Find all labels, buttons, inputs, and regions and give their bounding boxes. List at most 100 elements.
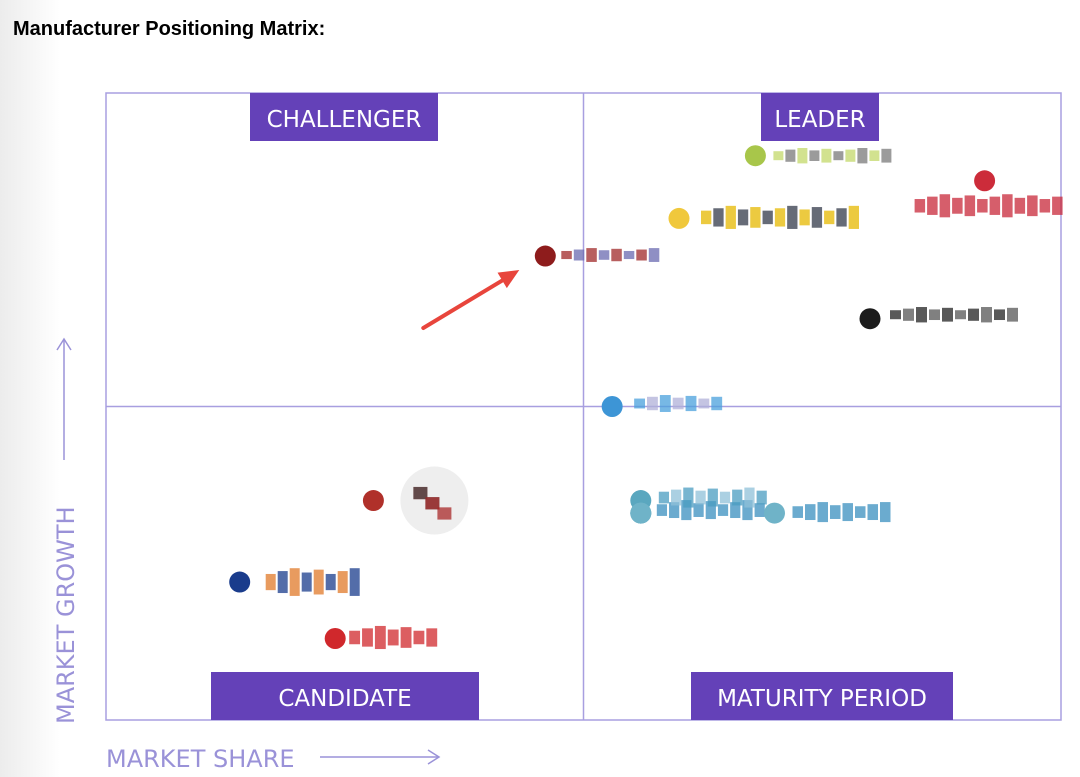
- logo-pixel-block: [964, 195, 976, 217]
- vendor-logo: [914, 194, 1063, 218]
- logo-pixel-block: [799, 209, 810, 226]
- quadrant-label-maturity-period: MATURITY PERIOD: [717, 686, 927, 712]
- quadrant-label-bg-challenger: [250, 93, 438, 141]
- logo-pixel-block: [989, 196, 1001, 215]
- logo-pixel-block: [301, 572, 312, 592]
- vendor-logo: [634, 395, 723, 412]
- logo-pixel-block: [623, 250, 635, 260]
- logo-pixel-block: [693, 503, 704, 517]
- logo-pixel-block: [725, 205, 736, 229]
- logo-pixel-block: [374, 625, 386, 650]
- logo-pixel-block: [289, 568, 300, 596]
- quadrant-label-bg-maturity-period: [691, 672, 953, 720]
- axis-layer: MARKET SHARE MARKET GROWTH: [52, 337, 441, 773]
- logo-pixel-block: [836, 208, 847, 227]
- vendor-logo: [792, 502, 891, 523]
- logo-pixel-block: [797, 148, 808, 164]
- logo-pixel-block: [903, 308, 914, 321]
- logo-pixel-block: [929, 309, 940, 321]
- logo-pixel-block: [981, 307, 992, 323]
- vendor-point: [229, 571, 251, 593]
- logo-pixel-block: [362, 628, 373, 647]
- logo-pixel-block: [792, 506, 803, 518]
- logo-pixel-block: [695, 490, 706, 505]
- vendor-point: [668, 207, 690, 229]
- logo-pixel-block: [413, 630, 425, 645]
- logo-pixel-block: [732, 489, 743, 506]
- logo-pixel-block: [400, 627, 412, 648]
- logo-pixel-block: [683, 487, 694, 508]
- logo-pixel-block: [681, 500, 692, 521]
- logo-pixel-block: [867, 504, 878, 521]
- logo-pixel-block: [730, 502, 741, 519]
- logo-pixel-block: [1027, 195, 1038, 217]
- logo-pixel-block: [1052, 196, 1063, 215]
- logo-pixel-block: [1007, 307, 1018, 322]
- vendor-logo: [890, 307, 1018, 323]
- vendor-point: [601, 396, 623, 417]
- vendor-point: [630, 502, 652, 524]
- logo-pixel-block: [942, 307, 953, 322]
- vendor-point: [974, 170, 996, 192]
- page-title: Manufacturer Positioning Matrix:: [13, 18, 326, 40]
- logo-pixel-block: [927, 196, 938, 215]
- page-shadow: [0, 0, 60, 777]
- logo-pixel-block: [845, 149, 856, 162]
- quadrant-label-layer: CHALLENGER LEADER CANDIDATE MATURITY PERIOD: [211, 93, 953, 720]
- logo-pixel-block: [857, 148, 868, 164]
- logo-layer: [265, 148, 1063, 650]
- logo-pixel-block: [916, 307, 927, 323]
- logo-pixel-block: [952, 197, 963, 214]
- matrix-frame: [105, 92, 1062, 721]
- logo-pixel-block: [698, 398, 710, 409]
- logo-pixel-block: [669, 502, 680, 519]
- logo-pixel-block: [830, 505, 841, 519]
- logo-pixel-block: [848, 205, 859, 229]
- vendor-point: [859, 308, 881, 330]
- logo-pixel-block: [636, 249, 647, 261]
- logo-pixel-block: [413, 486, 428, 500]
- logo-pixel-block: [705, 501, 716, 520]
- annotation-arrow-shaft: [421, 273, 514, 331]
- logo-pixel-block: [773, 151, 784, 161]
- logo-pixel-block: [914, 199, 926, 213]
- logo-pixel-block: [805, 504, 816, 521]
- logo-pixel-block: [750, 207, 761, 228]
- logo-pixel-block: [817, 502, 828, 523]
- vendor-logo: [561, 248, 660, 262]
- logo-pixel-block: [701, 210, 712, 225]
- logo-pixel-block: [1039, 199, 1051, 213]
- logo-pixel-block: [713, 208, 724, 227]
- logo-pixel-block: [426, 628, 438, 647]
- logo-pixel-block: [349, 568, 360, 596]
- logo-pixel-block: [586, 248, 597, 262]
- logo-pixel-block: [719, 491, 731, 504]
- logo-pixel-block: [824, 210, 835, 225]
- logo-pixel-block: [647, 396, 658, 411]
- logo-pixel-block: [880, 502, 891, 523]
- logo-pixel-block: [1014, 197, 1026, 214]
- logo-pixel-block: [742, 500, 753, 521]
- logo-pixel-block: [939, 194, 951, 218]
- logo-pixel-block: [994, 309, 1005, 321]
- logo-pixel-block: [955, 310, 966, 320]
- logo-pixel-block: [787, 205, 798, 229]
- logo-pixel-block: [833, 151, 844, 161]
- logo-pixel-block: [744, 487, 755, 508]
- annotation-arrow-head: [497, 270, 520, 289]
- logo-pixel-block: [855, 506, 866, 518]
- vendor-logo: [349, 625, 438, 650]
- y-axis-label: MARKET GROWTH: [52, 506, 80, 724]
- logo-pixel-block: [313, 569, 324, 595]
- logo-pixel-block: [337, 571, 348, 594]
- highlighted-vendor-point: [534, 245, 556, 267]
- logo-pixel-block: [656, 504, 668, 516]
- logo-pixel-block: [737, 209, 749, 226]
- vendor-logo: [701, 205, 859, 229]
- quadrant-label-bg-leader: [761, 93, 879, 141]
- quadrant-label-candidate: CANDIDATE: [278, 686, 411, 712]
- vendor-logo: [773, 148, 892, 164]
- logo-pixel-block: [711, 396, 723, 411]
- logo-pixel-block: [785, 149, 796, 162]
- logo-pixel-block: [561, 250, 572, 260]
